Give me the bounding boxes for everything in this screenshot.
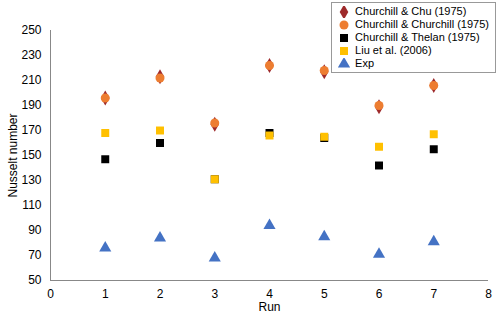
svg-text:Nusselt number: Nusselt number xyxy=(6,113,20,197)
html-text:Churchill & Chu (1975): Churchill & Chu (1975) xyxy=(355,5,467,17)
svg-text:5: 5 xyxy=(321,287,328,301)
svg-text:130: 130 xyxy=(21,173,41,187)
html-text:Exp: Exp xyxy=(355,57,375,69)
svg-text:4: 4 xyxy=(266,287,273,301)
html-text:Liu et al. (2006): Liu et al. (2006) xyxy=(355,44,432,56)
svg-text:6: 6 xyxy=(376,287,383,301)
svg-text:230: 230 xyxy=(21,48,41,62)
svg-text:50: 50 xyxy=(28,273,42,287)
svg-text:210: 210 xyxy=(21,73,41,87)
svg-text:7: 7 xyxy=(430,287,437,301)
svg-text:70: 70 xyxy=(28,248,42,262)
svg-text:90: 90 xyxy=(28,223,42,237)
html-text:Churchill & Churchill (1975): Churchill & Churchill (1975) xyxy=(355,18,489,30)
svg-text:8: 8 xyxy=(485,287,492,301)
svg-text:150: 150 xyxy=(21,148,41,162)
svg-text:Run: Run xyxy=(258,300,280,312)
svg-text:0: 0 xyxy=(47,287,54,301)
svg-text:190: 190 xyxy=(21,98,41,112)
svg-text:3: 3 xyxy=(211,287,218,301)
svg-text:250: 250 xyxy=(21,23,41,37)
svg-text:2: 2 xyxy=(157,287,164,301)
svg-text:110: 110 xyxy=(22,198,41,212)
svg-text:170: 170 xyxy=(21,123,41,137)
svg-text:1: 1 xyxy=(102,287,109,301)
html-text:Churchill & Thelan (1975): Churchill & Thelan (1975) xyxy=(355,31,480,43)
